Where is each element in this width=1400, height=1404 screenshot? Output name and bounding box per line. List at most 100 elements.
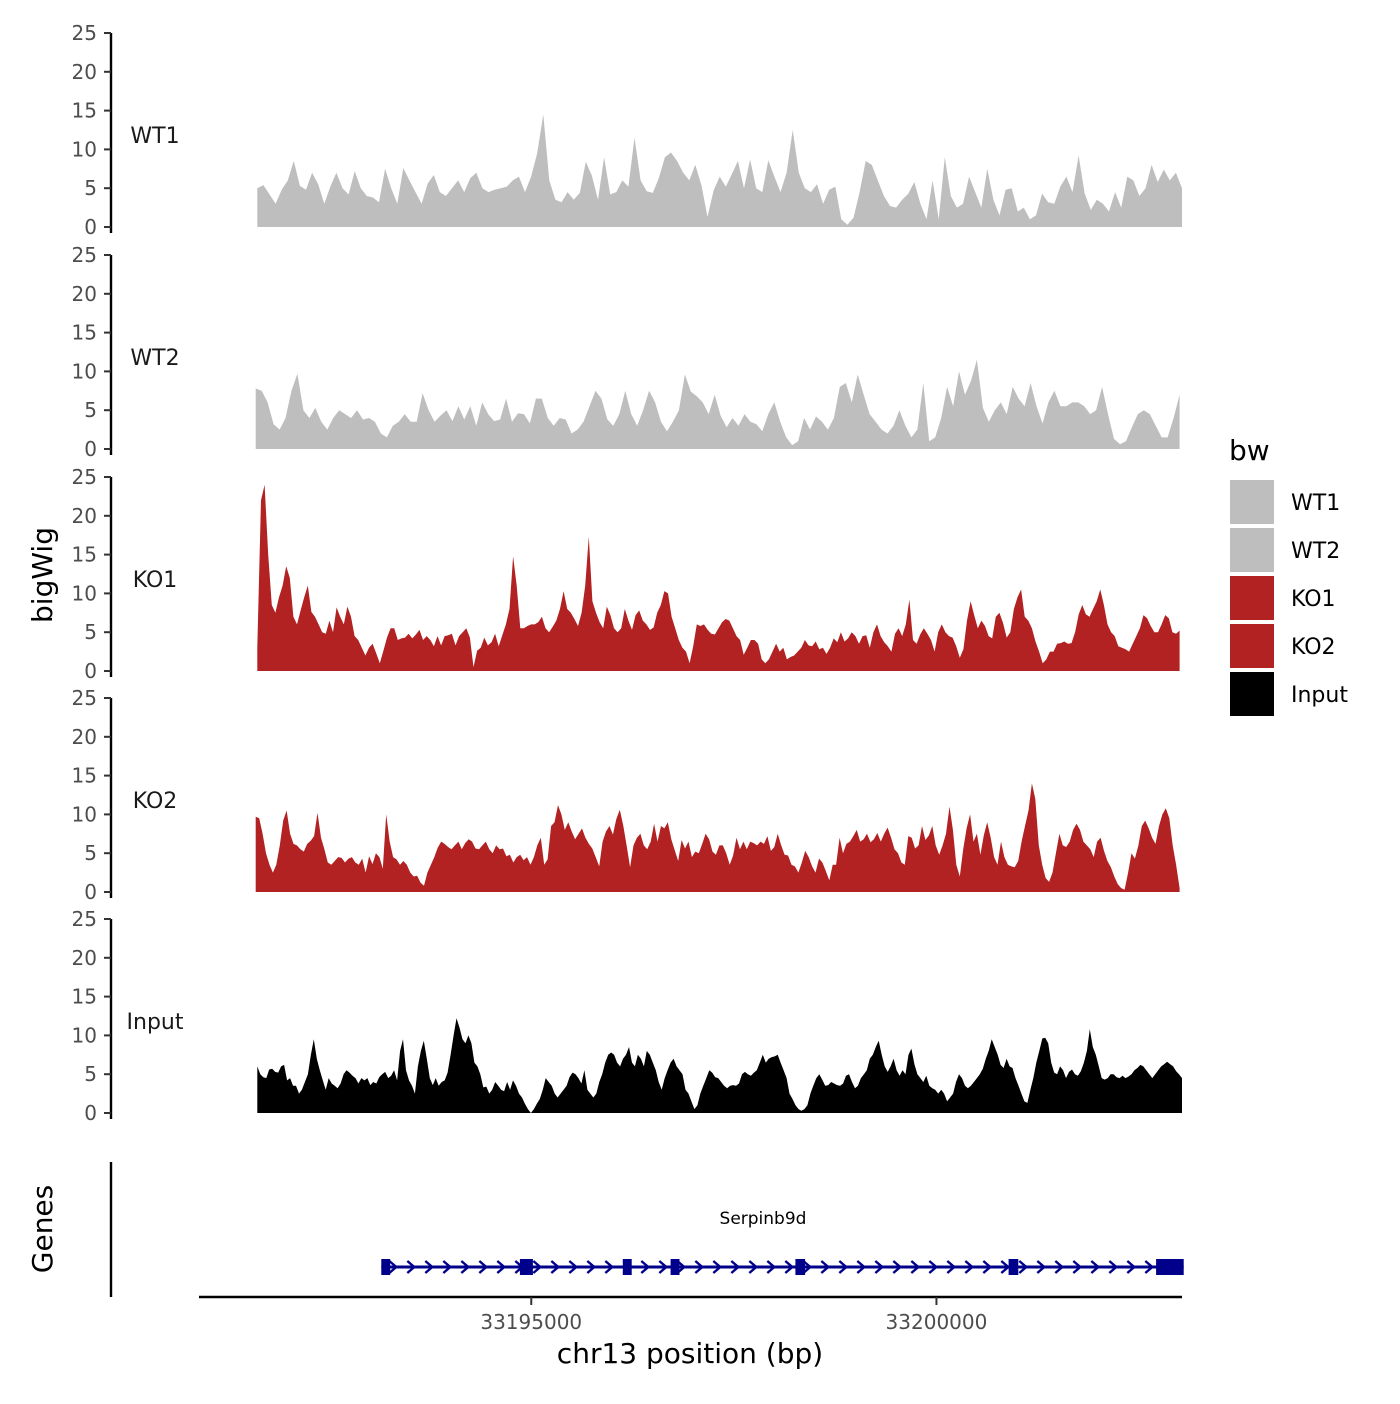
x-ticks: 33195000 33200000 xyxy=(480,1297,987,1334)
strand-arrow-icon xyxy=(730,1260,741,1274)
y-axis-title: bigWig xyxy=(26,527,59,623)
strand-arrow-icon xyxy=(1126,1260,1137,1274)
track-input-area xyxy=(257,1018,1182,1113)
strand-arrow-icon xyxy=(496,1260,507,1274)
track-ko1-label: KO1 xyxy=(133,568,178,593)
track-ko2-y-tick-label: 15 xyxy=(72,764,97,788)
track-ko1-y-tick-label: 25 xyxy=(72,465,97,489)
track-wt1-label: WT1 xyxy=(130,124,179,149)
exon xyxy=(1156,1259,1184,1275)
strand-arrow-icon xyxy=(1000,1260,1011,1274)
legend-swatch-ko2 xyxy=(1230,624,1274,668)
track-ko2-y-tick-label: 25 xyxy=(72,686,97,710)
track-wt2-label: WT2 xyxy=(130,346,179,371)
track-wt1-y-tick-label: 10 xyxy=(72,137,97,161)
x-tick-label: 33195000 xyxy=(480,1310,582,1334)
track-wt2-y-tick-label: 10 xyxy=(72,359,97,383)
strand-arrow-icon xyxy=(982,1260,993,1274)
track-wt1: 0 5 10 15 20 25 WT1 xyxy=(72,21,1182,239)
strand-arrow-icon xyxy=(1090,1260,1101,1274)
track-wt1-y-tick-label: 5 xyxy=(84,176,97,200)
strand-arrow-icon xyxy=(568,1260,579,1274)
track-ko2: 0 5 10 15 20 25 KO2 xyxy=(72,686,1180,904)
strand-arrow-icon xyxy=(946,1260,957,1274)
exon xyxy=(622,1259,632,1275)
exon xyxy=(795,1259,806,1275)
strand-arrow-icon xyxy=(406,1260,417,1274)
track-wt2-y-tick-label: 5 xyxy=(84,398,97,422)
track-wt1-y-tick-label: 20 xyxy=(72,60,97,84)
track-ko2-area xyxy=(255,783,1180,892)
track-ko1-area xyxy=(257,484,1180,671)
strand-arrow-icon xyxy=(478,1260,489,1274)
track-input-y-tick-label: 10 xyxy=(72,1023,97,1047)
gene-name-label: Serpinb9d xyxy=(720,1209,807,1229)
strand-arrow-icon xyxy=(694,1260,705,1274)
legend-swatch-ko1 xyxy=(1230,576,1274,620)
track-wt2-y-tick-label: 20 xyxy=(72,282,97,306)
legend-label-ko1: KO1 xyxy=(1291,587,1336,612)
track-wt1-y-tick-label: 0 xyxy=(84,215,97,239)
track-wt1-area xyxy=(257,114,1182,227)
track-ko2-y-tick-label: 10 xyxy=(72,802,97,826)
strand-arrow-icon xyxy=(388,1260,399,1274)
track-wt2-y-tick-label: 15 xyxy=(72,321,97,345)
track-wt1-y-tick-label: 15 xyxy=(72,99,97,123)
track-ko1-y-tick-label: 15 xyxy=(72,543,97,567)
track-wt2-area xyxy=(255,359,1180,449)
strand-arrow-icon xyxy=(586,1260,597,1274)
strand-arrow-icon xyxy=(1018,1260,1029,1274)
legend: bw WT1 WT2 KO1 KO2 Input xyxy=(1229,434,1348,716)
track-wt2-y-tick-label: 0 xyxy=(84,437,97,461)
x-axis: 33195000 33200000 chr13 position (bp) xyxy=(199,1295,1182,1370)
track-ko2-y-tick-label: 5 xyxy=(84,841,97,865)
strand-arrow-icon xyxy=(658,1260,669,1274)
strand-arrow-icon xyxy=(1108,1260,1119,1274)
strand-arrow-icon xyxy=(442,1260,453,1274)
track-ko1-y-tick-label: 0 xyxy=(84,659,97,683)
strand-arrow-icon xyxy=(802,1260,813,1274)
x-tick-label: 33200000 xyxy=(886,1310,988,1334)
track-input-y-tick-label: 5 xyxy=(84,1062,97,1086)
strand-arrow-icon xyxy=(640,1260,651,1274)
strand-arrow-icon xyxy=(460,1260,471,1274)
track-ko1-y-tick-label: 10 xyxy=(72,581,97,605)
strand-arrow-icon xyxy=(856,1260,867,1274)
track-ko2-y-tick-label: 0 xyxy=(84,880,97,904)
strand-arrow-icon xyxy=(964,1260,975,1274)
strand-arrow-icon xyxy=(550,1260,561,1274)
track-wt2-y-tick-label: 25 xyxy=(72,243,97,267)
legend-title: bw xyxy=(1229,434,1270,467)
strand-arrow-icon xyxy=(1036,1260,1047,1274)
track-input: 0 5 10 15 20 25 Input xyxy=(72,907,1182,1125)
strand-arrow-icon xyxy=(532,1260,543,1274)
legend-swatch-wt1 xyxy=(1230,480,1274,524)
exon xyxy=(519,1259,533,1275)
genes-panel: Genes Serpinb9d xyxy=(26,1162,1184,1297)
track-input-y-tick-label: 0 xyxy=(84,1101,97,1125)
strand-arrow-icon xyxy=(820,1260,831,1274)
strand-arrow-icon xyxy=(892,1260,903,1274)
strand-arrow-icon xyxy=(676,1260,687,1274)
track-input-y-tick-label: 15 xyxy=(72,985,97,1009)
track-input-label: Input xyxy=(127,1010,184,1035)
legend-label-input: Input xyxy=(1291,683,1348,708)
track-input-y-tick-label: 25 xyxy=(72,907,97,931)
strand-arrow-icon xyxy=(874,1260,885,1274)
legend-swatch-input xyxy=(1230,672,1274,716)
strand-arrow-icon xyxy=(424,1260,435,1274)
legend-label-wt2: WT2 xyxy=(1291,539,1340,564)
legend-items: WT1 WT2 KO1 KO2 Input xyxy=(1230,480,1348,716)
exon xyxy=(381,1259,391,1275)
track-ko2-label: KO2 xyxy=(133,789,178,814)
tracks-layer: 0 5 10 15 20 25 WT1 0 5 10 15 20 25 WT2 0 5 10 15 20 25 KO1 0… xyxy=(72,21,1182,1125)
exon xyxy=(1008,1259,1019,1275)
track-input-y-tick-label: 20 xyxy=(72,946,97,970)
strand-arrow-icon xyxy=(748,1260,759,1274)
strand-arrow-icon xyxy=(784,1260,795,1274)
track-wt1-y-tick-label: 25 xyxy=(72,21,97,45)
strand-arrow-icon xyxy=(766,1260,777,1274)
strand-arrow-icon xyxy=(910,1260,921,1274)
legend-swatch-wt2 xyxy=(1230,528,1274,572)
